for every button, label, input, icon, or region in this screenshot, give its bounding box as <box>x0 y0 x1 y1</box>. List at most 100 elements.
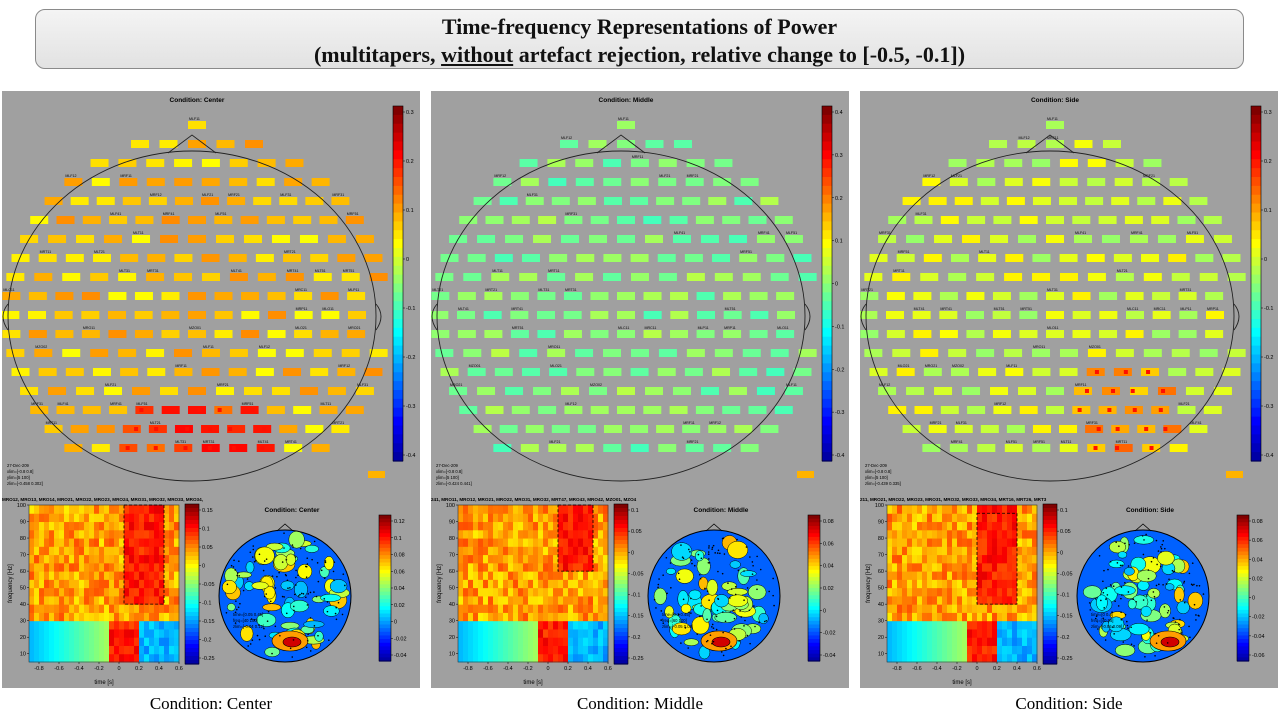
tfr-cell <box>503 529 509 539</box>
tfr-cell <box>1032 538 1038 547</box>
tfr-cell <box>972 628 978 638</box>
sensor-tfr <box>215 235 234 243</box>
tfr-cell <box>493 554 499 564</box>
tfr-cell <box>139 628 145 638</box>
singleplot-colorbar-segment <box>185 656 199 661</box>
multiplot-colorbar-frame <box>1250 105 1262 462</box>
multiplot-colorbar-tick-label: -0.1 <box>835 324 844 330</box>
tfr-cell <box>458 521 464 531</box>
tfr-cell <box>972 513 978 523</box>
tfr-cell <box>159 645 165 655</box>
tfr-cell <box>947 637 953 646</box>
tfr-cell <box>533 604 539 613</box>
sensor-tfr <box>1126 311 1144 319</box>
tfr-cell <box>54 587 60 597</box>
tfr-cell <box>962 554 968 564</box>
tfr-cell <box>583 604 589 613</box>
topoplot-colorbar-segment <box>379 646 391 651</box>
sensor-tfr <box>293 216 312 224</box>
tfr-cell <box>498 612 504 622</box>
multiplot-colorbar-segment <box>822 168 832 178</box>
tfr-cell <box>538 505 544 514</box>
tfr-cell <box>144 546 150 556</box>
topo-sensor-dot <box>328 639 330 642</box>
sensor-tfr <box>347 330 366 338</box>
tfr-cell <box>29 562 35 572</box>
sensor-label: MRF21 <box>687 440 699 444</box>
tfr-cell <box>488 538 494 547</box>
sensor-tfr <box>748 216 767 224</box>
tfr-cell <box>159 620 165 630</box>
topo-sensor-dot <box>665 556 668 559</box>
tfr-cell <box>892 554 898 564</box>
multiplot-colorbar-segment <box>822 292 832 302</box>
sensor-tfr <box>1152 292 1171 300</box>
tfr-cell <box>558 529 564 539</box>
tfr-cell <box>94 505 100 514</box>
sensor-tfr <box>575 159 594 167</box>
topo-sensor-dot <box>1111 626 1114 628</box>
y-tick-label: 70 <box>878 553 884 559</box>
multiplot-colorbar-segment <box>1251 434 1261 444</box>
sensor-tfr <box>1199 273 1218 281</box>
sensor-label: MRT21 <box>284 250 296 254</box>
sensor-tfr <box>201 178 220 186</box>
singleplot-colorbar-segment <box>1043 584 1057 589</box>
topo-contour-blob <box>323 556 335 571</box>
sensor-label: MLT11 <box>320 402 331 406</box>
sensor-tfr <box>977 444 996 452</box>
topo-sensor-dot <box>658 578 660 580</box>
multiplot-colorbar-segment <box>822 132 832 143</box>
tfr-cell <box>139 604 145 613</box>
topo-sensor-dot <box>1130 643 1133 646</box>
tfr-cell <box>483 587 489 597</box>
topo-sensor-dot <box>707 553 710 556</box>
tfr-cell <box>523 546 529 556</box>
sensor-tfr <box>708 425 727 433</box>
tfr-cell <box>34 612 40 622</box>
tfr-cell <box>947 571 953 580</box>
sensor-tfr <box>630 273 649 281</box>
multiplot-colorbar-segment <box>1251 452 1261 462</box>
tfr-cell <box>593 653 599 663</box>
tfr-cell <box>1007 620 1013 630</box>
topoplot-colorbar-segment <box>1237 573 1249 578</box>
tfr-cell <box>513 645 519 655</box>
singleplot-heatmap <box>458 505 609 663</box>
sensor-tfr <box>494 254 513 262</box>
sensor-tfr <box>216 140 235 148</box>
tfr-cell <box>962 521 968 531</box>
tfr-cell <box>528 587 534 597</box>
topo-sensor-dot <box>1178 628 1181 631</box>
topo-sensor-dot <box>293 593 296 596</box>
topo-sensor-dot <box>262 569 265 572</box>
singleplot-colorbar-segment <box>185 560 199 565</box>
tfr-cell <box>897 505 903 514</box>
tfr-cell <box>548 562 554 572</box>
sensor-tfr <box>161 330 180 338</box>
topo-sensor-dot <box>297 574 299 576</box>
topo-sensor-dot <box>749 642 751 645</box>
sensor-tfr <box>1141 254 1160 262</box>
tfr-cell <box>144 579 150 589</box>
topo-contour-blob <box>1147 588 1161 599</box>
sensor-tfr <box>537 311 555 319</box>
tfr-cell <box>892 505 898 514</box>
topo-sensor-dot <box>699 577 702 580</box>
sensor-tfr <box>283 368 302 376</box>
tfr-cell <box>169 505 175 514</box>
tfr-cell <box>947 612 953 622</box>
tfr-cell <box>922 579 928 589</box>
tfr-cell <box>513 562 519 572</box>
topo-contour-blob <box>664 605 675 619</box>
tfr-cell <box>488 604 494 613</box>
sensor-tfr-hotspot <box>1094 370 1099 374</box>
tfr-cell <box>1017 538 1023 547</box>
tfr-cell <box>59 653 65 663</box>
tfr-cell <box>144 571 150 580</box>
topo-sensor-dot <box>768 590 770 593</box>
tfr-cell <box>902 595 908 605</box>
tfr-cell <box>498 587 504 597</box>
sensor-tfr <box>521 368 540 376</box>
sensor-tfr <box>431 292 450 300</box>
